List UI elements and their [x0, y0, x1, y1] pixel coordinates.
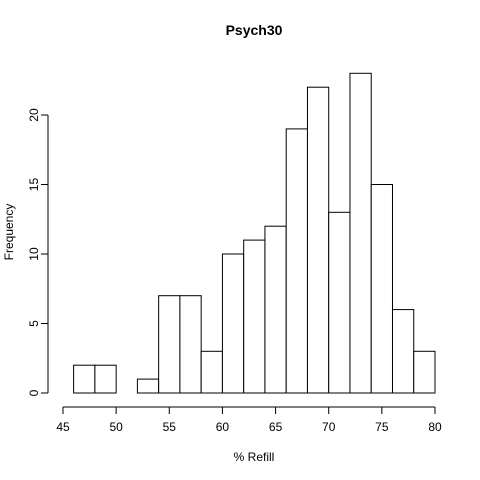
- x-tick-label: 75: [375, 420, 389, 434]
- y-tick-label: 0: [27, 389, 41, 396]
- histogram-bar: [74, 365, 95, 393]
- histogram-bar: [244, 240, 265, 393]
- x-tick-label: 65: [269, 420, 283, 434]
- y-tick-label: 15: [27, 178, 41, 192]
- x-axis-title: % Refill: [234, 450, 275, 464]
- x-tick-label: 80: [428, 420, 442, 434]
- y-tick-label: 5: [27, 320, 41, 327]
- histogram-bar: [307, 87, 328, 393]
- histogram-bar: [222, 254, 243, 393]
- histogram-bar: [180, 296, 201, 393]
- histogram-bar: [265, 226, 286, 393]
- histogram-bar: [392, 310, 413, 393]
- histogram-bar: [201, 351, 222, 393]
- histogram-bar: [329, 212, 350, 393]
- x-axis: 45 50 55 60 65 70 75 80: [56, 407, 442, 434]
- histogram-bar: [371, 185, 392, 394]
- histogram-bar: [95, 365, 116, 393]
- y-tick-label: 10: [27, 247, 41, 261]
- histogram-bar: [137, 379, 158, 393]
- bars-group: [74, 73, 435, 393]
- histogram-bar: [159, 296, 180, 393]
- histogram-bar: [350, 73, 371, 393]
- x-tick-label: 50: [109, 420, 123, 434]
- y-tick-label: 20: [27, 108, 41, 122]
- x-tick-label: 55: [163, 420, 177, 434]
- histogram-bar: [414, 351, 435, 393]
- y-axis: 0 5 10 15 20: [27, 108, 48, 396]
- y-axis-title: Frequency: [2, 204, 16, 261]
- x-tick-label: 45: [56, 420, 70, 434]
- x-tick-label: 70: [322, 420, 336, 434]
- chart-title: Psych30: [226, 22, 283, 38]
- histogram-bar: [286, 129, 307, 393]
- x-tick-label: 60: [216, 420, 230, 434]
